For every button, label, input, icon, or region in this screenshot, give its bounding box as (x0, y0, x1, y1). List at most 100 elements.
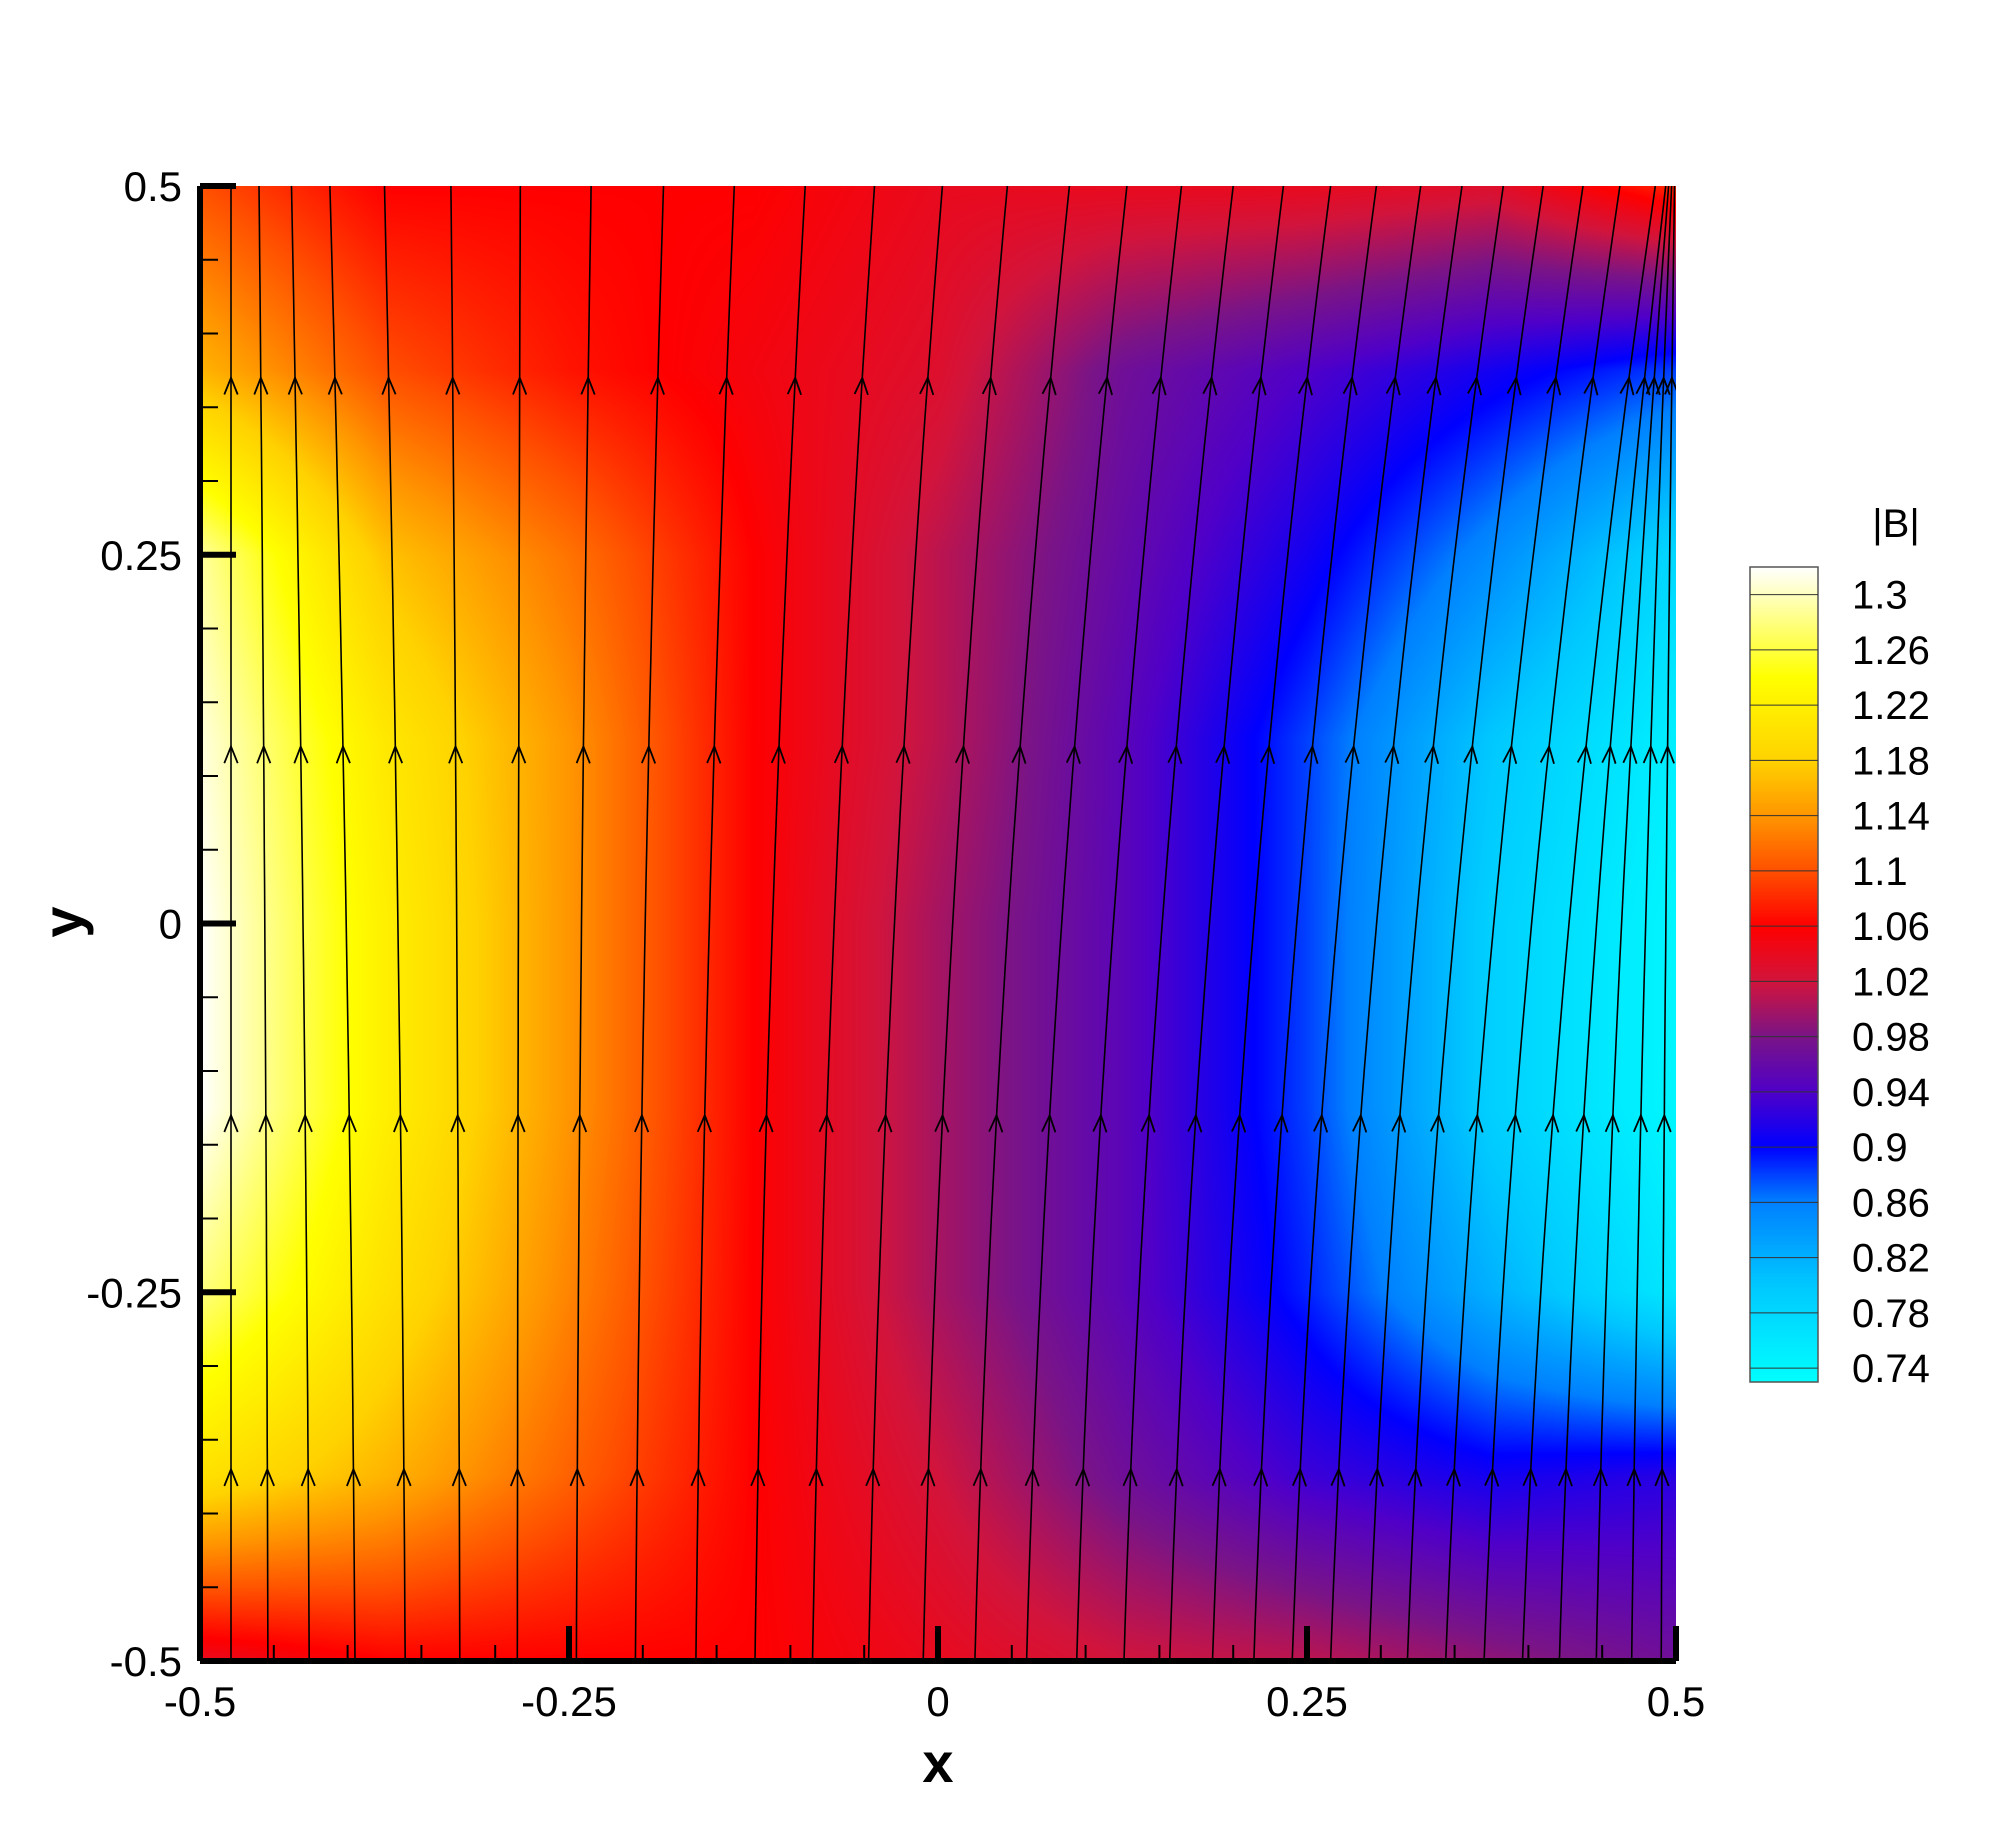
streamline-arrow (1522, 1466, 1538, 1487)
colorbar-label: 0.98 (1852, 1016, 1930, 1060)
field-heatmap-container (200, 186, 1676, 1661)
streamline-arrow (1140, 1112, 1156, 1133)
streamline-arrow (1075, 1466, 1091, 1487)
streamline-arrow (1506, 1112, 1522, 1133)
streamline (1025, 186, 1128, 1661)
streamline (811, 186, 876, 1661)
streamline-arrow (300, 1466, 316, 1487)
streamline-arrow (1253, 1466, 1269, 1487)
streamline-arrow (1024, 1466, 1040, 1487)
streamline-arrow (1231, 1112, 1247, 1133)
streamline (634, 186, 665, 1661)
streamline-arrow (808, 1466, 824, 1487)
streamline-arrow (1619, 375, 1635, 396)
streamline-arrow (1467, 375, 1483, 396)
colorbar-frame (1749, 566, 1819, 1383)
colorbar-label: 1.18 (1852, 739, 1930, 783)
streamline-arrow (381, 375, 397, 395)
streamline (1483, 186, 1621, 1661)
streamline-arrow (706, 744, 722, 764)
streamline-arrow (1601, 744, 1617, 764)
colorbar-label: 0.86 (1852, 1181, 1930, 1225)
streamline-arrow (1041, 375, 1057, 396)
x-axis-ticks: -0.5 -0.25 0 0.25 0.5 (164, 1626, 1705, 1725)
streamline-arrow (972, 1466, 988, 1487)
streamline (1444, 186, 1584, 1661)
streamline-arrow (1576, 744, 1592, 765)
x-axis-title: x (922, 1731, 953, 1794)
streamline (383, 186, 406, 1661)
streamline (1368, 186, 1505, 1661)
streamline-arrow (629, 1466, 645, 1487)
streamline-arrow (758, 1112, 774, 1133)
streamline (329, 186, 356, 1661)
streamline-arrow (1506, 375, 1522, 396)
streamline-arrow (1426, 375, 1442, 396)
streamline (1595, 186, 1670, 1661)
streamline (1558, 186, 1667, 1661)
streamline-arrow (510, 1112, 526, 1133)
streamline-arrow (1424, 744, 1440, 765)
y-tick-label: -0.25 (86, 1269, 182, 1316)
streamline (695, 186, 736, 1661)
streamline-arrow (634, 1112, 650, 1133)
colorbar-label: 1.14 (1852, 795, 1930, 839)
streamline-arrow (1604, 1112, 1620, 1133)
streamline-arrow (393, 1112, 409, 1133)
streamline-arrow (1632, 1112, 1649, 1133)
streamline-arrow (1065, 744, 1081, 764)
streamline-arrow (575, 744, 591, 764)
streamline-arrow (388, 744, 404, 764)
streamline-arrow (1592, 1466, 1608, 1487)
streamline-arrow (954, 744, 970, 764)
streamline-arrow (1167, 744, 1183, 764)
streamline-arrow (1251, 375, 1267, 396)
streamline-arrow (1297, 375, 1313, 396)
streamline-arrow (1303, 744, 1319, 765)
streamline (1123, 186, 1234, 1661)
streamline-arrow (341, 1112, 357, 1133)
colorbar-label: 1.3 (1852, 574, 1908, 618)
colorbar-title: |B| (1872, 502, 1919, 546)
streamline (867, 186, 944, 1661)
streamline (1521, 186, 1657, 1661)
colorbar-label: 0.74 (1852, 1347, 1930, 1391)
streamline-arrow (770, 744, 786, 764)
colorbar-label: 0.78 (1852, 1292, 1930, 1336)
streamline-arrow (1407, 1466, 1423, 1487)
streamline-arrow (1352, 1112, 1368, 1133)
streamline (922, 186, 1009, 1661)
streamline (1291, 186, 1422, 1661)
streamline-arrow (1502, 744, 1518, 765)
streamline-arrow (640, 744, 657, 764)
streamline (974, 186, 1071, 1661)
streamline-arrow (223, 375, 239, 395)
streamline-arrow (1546, 375, 1562, 396)
colorbar-labels: 1.3 1.26 1.22 1.18 1.14 1.1 1.06 1.02 0.98 0.94 0.… (1750, 574, 1930, 1391)
streamline-arrow (1215, 744, 1231, 764)
streamline-arrow (718, 375, 734, 396)
streamline-arrow (786, 375, 802, 396)
streamline-arrow (509, 1466, 526, 1487)
streamline-arrow (1445, 1466, 1461, 1487)
y-axis-title: y (31, 906, 94, 937)
colorbar-label: 1.26 (1852, 629, 1930, 673)
streamline (1253, 186, 1378, 1661)
streamline-arrow (448, 744, 464, 764)
streamline-arrow (569, 1466, 585, 1487)
streamline-arrow (1583, 375, 1599, 396)
streamline-arrow (1098, 375, 1113, 396)
colorbar-label: 0.9 (1852, 1126, 1908, 1170)
streamline-arrow (1484, 1466, 1500, 1487)
streamline-arrow (981, 375, 997, 396)
streamline-arrow (1468, 1112, 1484, 1133)
streamline-arrow (1344, 744, 1360, 765)
streamline-arrow (920, 1466, 936, 1487)
streamline-arrow (1463, 744, 1479, 765)
streamline-arrow (895, 744, 911, 764)
streamline (290, 186, 310, 1661)
streamline (754, 186, 806, 1661)
x-tick-label: -0.25 (521, 1678, 617, 1725)
streamline-arrow (1011, 744, 1027, 764)
